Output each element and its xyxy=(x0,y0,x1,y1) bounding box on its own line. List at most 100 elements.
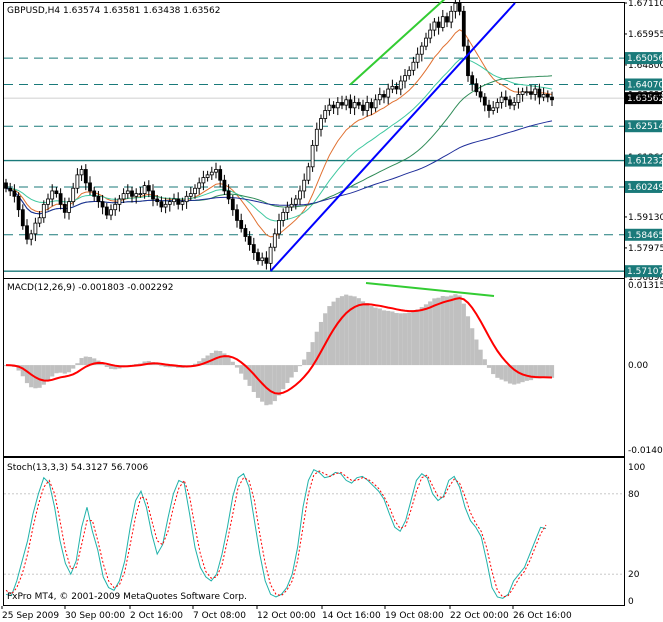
macd-bar xyxy=(297,365,303,367)
candle-body xyxy=(41,203,46,219)
candle-body xyxy=(424,37,428,47)
candle xyxy=(33,217,38,242)
candle xyxy=(188,186,193,201)
candle xyxy=(482,93,487,112)
candle-body xyxy=(306,166,311,181)
price-tick-label: 1.57975 xyxy=(628,244,663,254)
macd-bar xyxy=(318,321,324,366)
level-label-box xyxy=(625,265,662,278)
macd-bar xyxy=(41,365,46,385)
level-label-box xyxy=(625,78,662,91)
level-label-box xyxy=(625,228,662,241)
macd-bar xyxy=(335,297,340,366)
candle xyxy=(180,197,185,211)
macd-tick-label: -0.014088 xyxy=(628,446,663,456)
candle xyxy=(323,105,328,123)
candle xyxy=(167,197,172,212)
candle-body xyxy=(46,198,50,205)
macd-bar xyxy=(377,308,382,366)
candle xyxy=(25,219,29,245)
candle xyxy=(138,186,143,198)
green-divergence-line-price xyxy=(349,0,446,86)
macd-bar xyxy=(449,295,454,366)
candle xyxy=(201,170,206,191)
candle-body xyxy=(394,85,399,90)
level-label: 1.64070 xyxy=(627,81,663,91)
stoch-tick-label: 0 xyxy=(628,597,634,607)
macd-bar xyxy=(436,297,441,366)
macd-bar xyxy=(272,365,277,402)
candle-body xyxy=(79,169,84,176)
macd-bar xyxy=(243,365,248,380)
candle xyxy=(298,185,302,206)
macd-bar xyxy=(306,351,311,366)
candle-body xyxy=(533,88,538,95)
macd-bar xyxy=(545,365,550,378)
candle-body xyxy=(482,96,487,106)
candle xyxy=(461,5,466,52)
candle-body xyxy=(197,182,202,189)
candle xyxy=(197,177,202,195)
level-label: 1.57107 xyxy=(627,267,663,277)
macd-bar xyxy=(314,331,319,366)
candle-body xyxy=(184,195,189,203)
macd-bar xyxy=(281,365,286,390)
candle-body xyxy=(209,171,214,176)
candle-body xyxy=(369,102,374,109)
candle xyxy=(377,87,382,105)
candle xyxy=(491,101,496,115)
macd-bar xyxy=(205,355,210,366)
candle-body xyxy=(386,88,391,98)
candle-body xyxy=(239,220,244,229)
candle-body xyxy=(180,201,185,205)
green-divergence-line-macd xyxy=(365,282,495,297)
candle-body xyxy=(243,228,248,237)
candle-body xyxy=(512,102,517,106)
candle xyxy=(306,162,311,185)
candle-body xyxy=(134,193,139,197)
macd-signal-line xyxy=(5,297,553,395)
candle-body xyxy=(88,182,92,192)
candle xyxy=(457,0,462,16)
macd-bar xyxy=(398,313,403,366)
candle-body xyxy=(176,198,181,205)
macd-bar xyxy=(507,365,513,384)
candle xyxy=(155,194,160,206)
candle xyxy=(247,231,252,251)
candle xyxy=(218,165,223,188)
macd-bar xyxy=(66,365,72,373)
candle-body xyxy=(436,21,441,28)
macd-bar xyxy=(230,361,235,366)
macd-bar xyxy=(444,296,450,366)
macd-bar xyxy=(503,365,508,382)
stoch-panel-frame xyxy=(3,457,625,606)
macd-bar xyxy=(100,363,105,366)
candle xyxy=(436,16,441,35)
candle xyxy=(453,0,458,19)
candle-body xyxy=(117,198,122,205)
candle-body xyxy=(121,193,126,200)
level-label: 1.58465 xyxy=(627,231,663,241)
candle xyxy=(499,91,504,109)
candle xyxy=(230,194,235,216)
candle xyxy=(386,83,391,105)
candle xyxy=(16,192,21,217)
candle-body xyxy=(16,195,21,211)
macd-bar xyxy=(75,363,80,366)
macd-bar xyxy=(537,365,542,379)
macd-bar xyxy=(381,310,387,366)
candle-body xyxy=(466,45,470,77)
price-tick-label: 1.65955 xyxy=(628,30,663,40)
macd-bar xyxy=(71,365,76,369)
candle-body xyxy=(302,179,307,192)
candle xyxy=(184,190,189,209)
candle xyxy=(529,85,533,100)
stoch-tick-label: 80 xyxy=(628,490,640,500)
macd-bar xyxy=(360,301,366,366)
candle-body xyxy=(25,225,29,240)
candle xyxy=(533,85,538,101)
macd-bar xyxy=(474,339,479,366)
macd-bar xyxy=(302,359,307,366)
macd-bar xyxy=(50,365,55,377)
